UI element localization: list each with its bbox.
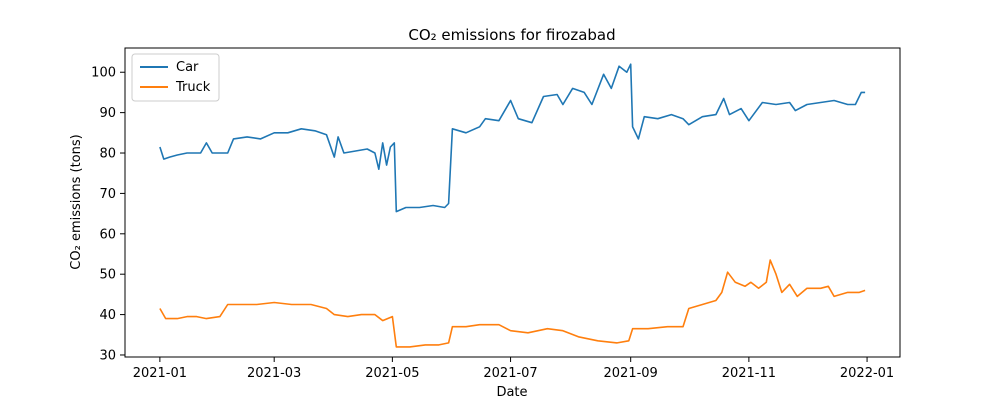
x-tick-label: 2021-05: [365, 366, 419, 381]
series-line-car: [159, 63, 866, 213]
x-tick-label: 2021-09: [604, 366, 658, 381]
x-tick-label: 2021-03: [247, 366, 301, 381]
y-axis: 30 40 50 60 70 80 90 100: [91, 66, 125, 363]
y-tick-label: 30: [99, 348, 116, 363]
y-tick-label: 50: [99, 268, 116, 283]
series-line-truck: [159, 259, 866, 348]
y-tick-label: 70: [99, 187, 116, 202]
legend-label-truck: Truck: [175, 80, 211, 95]
legend: Car Truck: [131, 53, 220, 102]
x-tick-label: 2021-11: [722, 366, 776, 381]
y-tick-label: 100: [91, 66, 116, 81]
x-tick-label: 2022-01: [840, 366, 894, 381]
y-tick-label: 40: [99, 308, 116, 323]
x-axis-label: Date: [496, 385, 527, 400]
y-tick-label: 60: [99, 227, 116, 242]
y-tick-label: 90: [99, 106, 116, 121]
series-lines: [159, 63, 866, 348]
legend-label-car: Car: [176, 60, 199, 75]
x-tick-label: 2021-01: [133, 366, 187, 381]
plot-frame: [124, 47, 901, 358]
x-tick-label: 2021-07: [483, 366, 537, 381]
x-axis: 2021-01 2021-03 2021-05 2021-07 2021-09 2021-…: [133, 357, 894, 381]
y-axis-label: CO₂ emissions (tons): [69, 134, 84, 269]
chart-title: CO₂ emissions for firozabad: [408, 26, 615, 44]
legend-box: [131, 53, 220, 102]
y-tick-label: 80: [99, 147, 116, 162]
